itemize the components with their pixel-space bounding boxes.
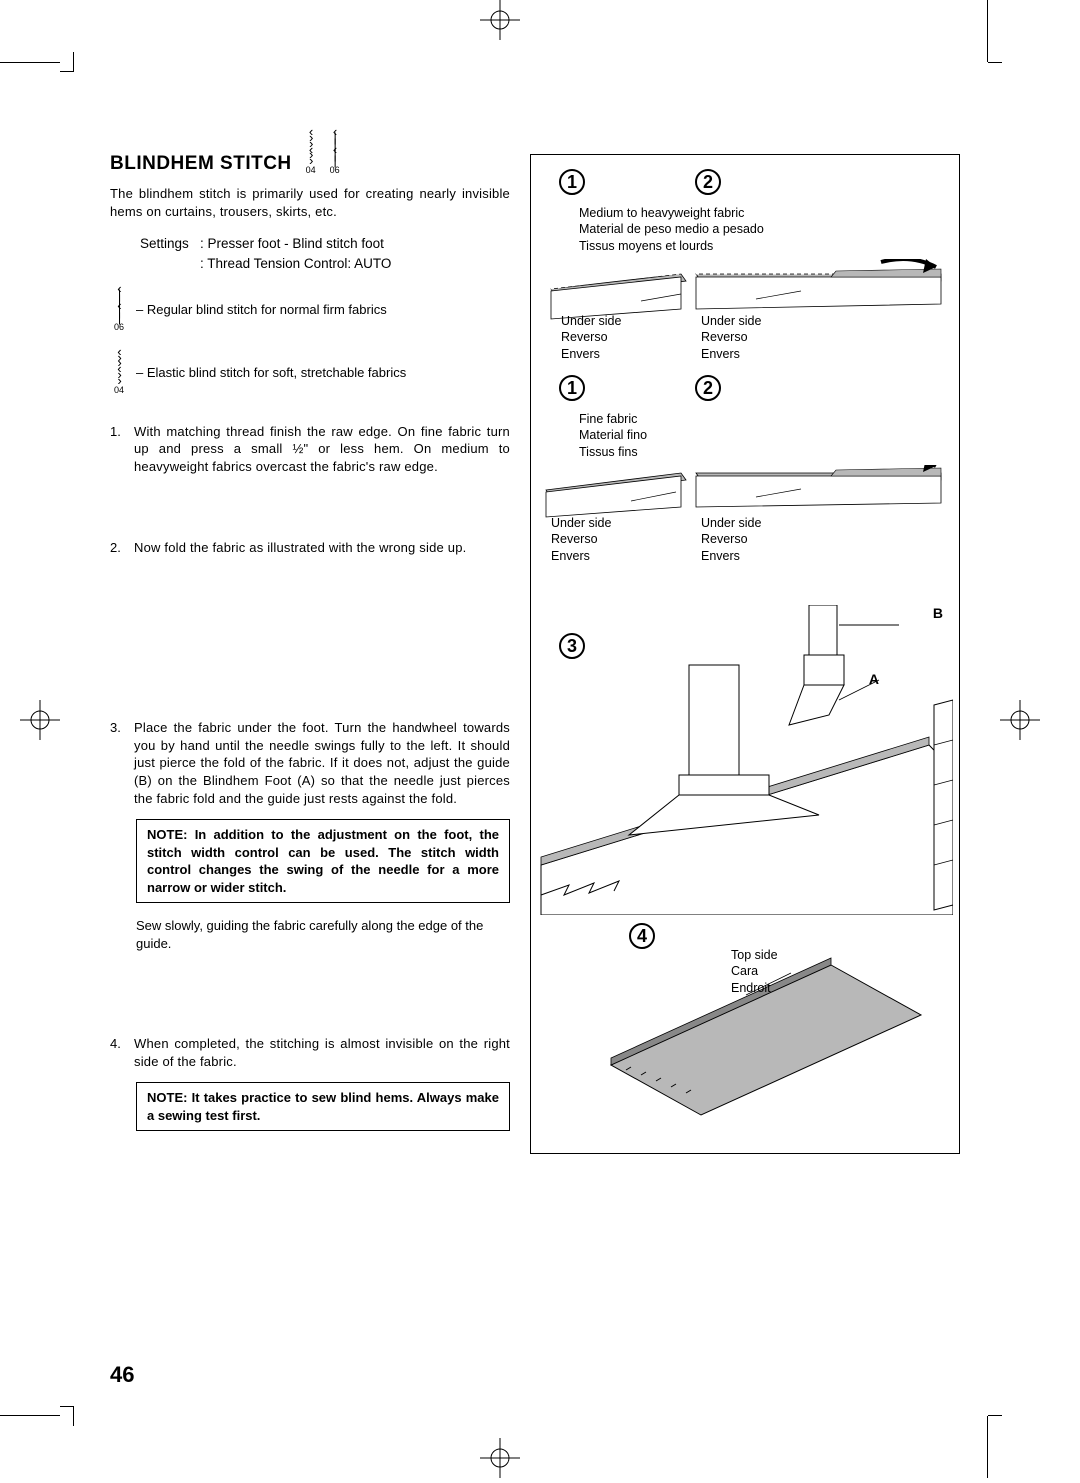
crop-mark <box>987 0 988 62</box>
label-es: Reverso <box>561 330 608 344</box>
label-b: B <box>933 605 943 621</box>
intro-text: The blindhem stitch is primarily used fo… <box>110 185 510 220</box>
label-es: Reverso <box>701 532 748 546</box>
note-box-1: NOTE: In addition to the adjustment on t… <box>136 819 510 903</box>
step-1: 1. With matching thread finish the raw e… <box>110 423 510 476</box>
diagram-number-4: 4 <box>629 923 655 949</box>
label-en: Under side <box>551 516 611 530</box>
step-text: When completed, the stitching is almost … <box>134 1035 510 1070</box>
step-2: 2. Now fold the fabric as illustrated wi… <box>110 539 510 557</box>
label-a: A <box>869 671 879 687</box>
stitch-icon-04: ‹››‹›› 04 <box>306 130 316 175</box>
crop-mark <box>988 62 1002 63</box>
diagram-numbers-row-1: 1 2 <box>559 169 721 195</box>
crop-mark <box>988 1415 1002 1416</box>
label-es: Material de peso medio a pesado <box>579 222 764 236</box>
label-fr: Envers <box>561 347 600 361</box>
diagram-numbers-row-2: 1 2 <box>559 375 721 401</box>
diagram-number-2: 2 <box>695 169 721 195</box>
label-en: Fine fabric <box>579 412 637 426</box>
diagram-number-1: 1 <box>559 169 585 195</box>
crop-mark <box>0 1415 60 1416</box>
settings-line2: : Thread Tension Control: AUTO <box>200 256 391 271</box>
stitch-number: 06 <box>330 165 340 175</box>
settings-label: Settings <box>140 236 189 251</box>
label-en: Under side <box>561 314 621 328</box>
stitch-elastic-desc: – Elastic blind stitch for soft, stretch… <box>136 365 406 380</box>
page-number: 46 <box>110 1362 134 1388</box>
label-fr: Endroit <box>731 981 771 995</box>
stitch-number: 04 <box>306 165 316 175</box>
presser-foot-diagram <box>539 605 953 915</box>
note-box-2: NOTE: It takes practice to sew blind hem… <box>136 1082 510 1131</box>
registration-mark-icon <box>480 1438 520 1478</box>
crop-mark <box>60 1406 74 1426</box>
left-column: BLINDHEM STITCH ‹››‹›› 04 ‹||‹|| 06 The … <box>110 130 510 1145</box>
crop-mark <box>60 52 74 72</box>
step-text: Place the fabric under the foot. Turn th… <box>134 719 510 807</box>
step-number: 1. <box>110 423 128 476</box>
registration-mark-icon <box>20 700 60 740</box>
page-title: BLINDHEM STITCH <box>110 153 292 175</box>
label-fr: Envers <box>701 549 740 563</box>
label-es: Reverso <box>701 330 748 344</box>
registration-mark-icon <box>1000 700 1040 740</box>
crop-mark <box>987 1416 988 1478</box>
step-4: 4. When completed, the stitching is almo… <box>110 1035 510 1070</box>
under-side-label-1b: Under side Reverso Envers <box>701 313 761 362</box>
medium-heavy-label: Medium to heavyweight fabric Material de… <box>579 205 764 254</box>
label-es: Reverso <box>551 532 598 546</box>
under-side-label-2a: Under side Reverso Envers <box>551 515 611 564</box>
under-side-label-1a: Under side Reverso Envers <box>561 313 621 362</box>
stitch-regular-row: ‹||‹|| 06 – Regular blind stitch for nor… <box>110 287 510 332</box>
stitch-icon-06: ‹||‹|| 06 <box>330 130 340 175</box>
step-number: 2. <box>110 539 128 557</box>
diagram-number-2: 2 <box>695 375 721 401</box>
under-side-label-2b: Under side Reverso Envers <box>701 515 761 564</box>
label-en: Medium to heavyweight fabric <box>579 206 744 220</box>
stitch-number: 06 <box>110 322 128 332</box>
stitch-number: 04 <box>110 385 128 395</box>
label-en: Top side <box>731 948 778 962</box>
label-es: Cara <box>731 964 758 978</box>
label-es: Material fino <box>579 428 647 442</box>
settings-block: Settings : Presser foot - Blind stitch f… <box>140 234 510 275</box>
diagram-number-1: 1 <box>559 375 585 401</box>
label-fr: Envers <box>551 549 590 563</box>
step-3: 3. Place the fabric under the foot. Turn… <box>110 719 510 807</box>
diagram-number-3: 3 <box>559 633 585 659</box>
fine-fabric-label: Fine fabric Material fino Tissus fins <box>579 411 647 460</box>
top-side-label: Top side Cara Endroit <box>731 947 778 996</box>
sew-slowly-text: Sew slowly, guiding the fabric carefully… <box>136 917 510 953</box>
label-en: Under side <box>701 516 761 530</box>
step-number: 4. <box>110 1035 128 1070</box>
label-en: Under side <box>701 314 761 328</box>
title-row: BLINDHEM STITCH ‹››‹›› 04 ‹||‹|| 06 <box>110 130 510 175</box>
stitch-elastic-row: ‹››‹›› 04 – Elastic blind stitch for sof… <box>110 350 510 395</box>
label-fr: Tissus fins <box>579 445 638 459</box>
step-text: Now fold the fabric as illustrated with … <box>134 539 466 557</box>
registration-mark-icon <box>480 0 520 40</box>
step-number: 3. <box>110 719 128 807</box>
crop-mark <box>0 62 60 63</box>
stitch-regular-desc: – Regular blind stitch for normal firm f… <box>136 302 387 317</box>
settings-line1: : Presser foot - Blind stitch foot <box>200 236 384 251</box>
label-fr: Envers <box>701 347 740 361</box>
step-text: With matching thread finish the raw edge… <box>134 423 510 476</box>
diagram-panel: 1 2 Medium to heavyweight fabric Materia… <box>530 154 960 1154</box>
label-fr: Tissus moyens et lourds <box>579 239 713 253</box>
